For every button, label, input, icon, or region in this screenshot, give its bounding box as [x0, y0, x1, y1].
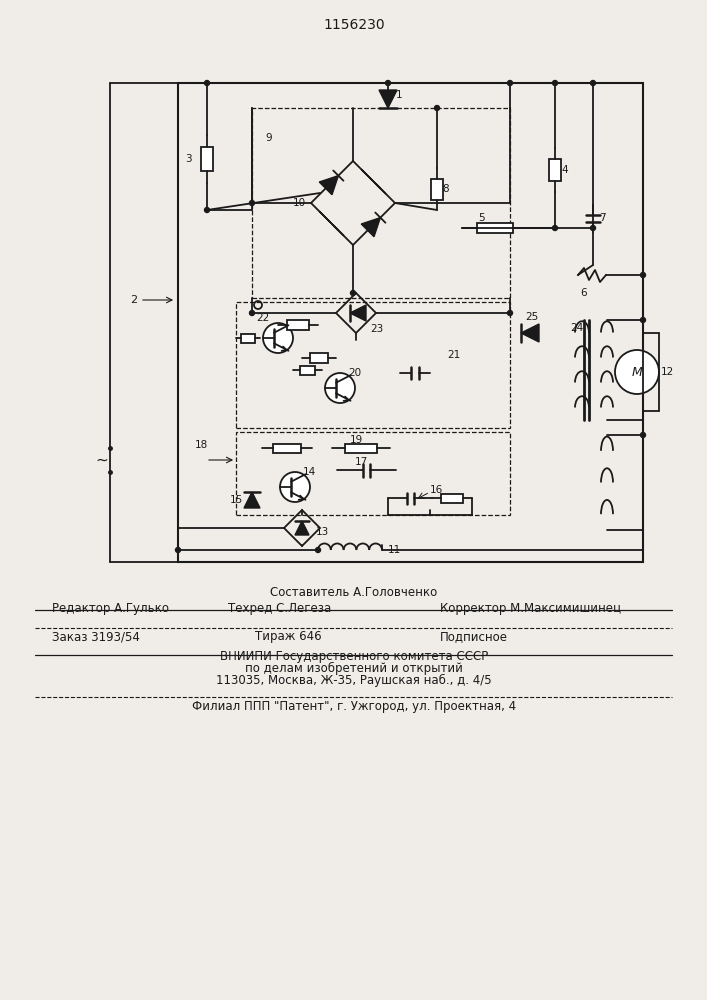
Bar: [178, 83, 643, 562]
Circle shape: [385, 81, 390, 86]
Circle shape: [250, 200, 255, 206]
Bar: [236, 302, 510, 428]
Bar: [201, 147, 213, 171]
Text: 10: 10: [293, 198, 306, 208]
Text: 18: 18: [195, 440, 209, 450]
Text: M: M: [631, 365, 643, 378]
Circle shape: [175, 548, 180, 552]
Text: Техред С.Легеза: Техред С.Легеза: [228, 602, 332, 615]
Circle shape: [325, 373, 355, 403]
Circle shape: [552, 226, 558, 231]
Text: 7: 7: [599, 213, 606, 223]
Text: 19: 19: [350, 435, 363, 445]
Polygon shape: [244, 492, 260, 508]
Text: 5: 5: [478, 213, 484, 223]
Bar: [300, 365, 315, 374]
Polygon shape: [320, 176, 339, 195]
Circle shape: [351, 290, 356, 296]
Circle shape: [641, 318, 645, 322]
Text: Редактор А.Гулько: Редактор А.Гулько: [52, 602, 169, 615]
Text: 23: 23: [370, 324, 383, 334]
Text: 6: 6: [580, 288, 587, 298]
Text: 1156230: 1156230: [323, 18, 385, 32]
Text: 2: 2: [130, 295, 137, 305]
Circle shape: [641, 432, 645, 438]
Polygon shape: [361, 169, 380, 188]
Text: 24: 24: [570, 323, 583, 333]
Text: ~: ~: [95, 452, 108, 468]
Circle shape: [641, 272, 645, 277]
Text: 22: 22: [256, 313, 269, 323]
Bar: [252, 108, 510, 298]
Text: 8: 8: [442, 184, 449, 194]
Circle shape: [615, 350, 659, 394]
Bar: [477, 223, 513, 233]
Bar: [441, 493, 463, 502]
Text: Заказ 3193/54: Заказ 3193/54: [52, 630, 140, 643]
Circle shape: [590, 226, 595, 231]
Bar: [273, 444, 300, 452]
Text: 25: 25: [525, 312, 538, 322]
Circle shape: [552, 81, 558, 86]
Polygon shape: [350, 305, 366, 321]
Circle shape: [250, 310, 255, 316]
Text: 13: 13: [316, 527, 329, 537]
Text: 20: 20: [348, 368, 361, 378]
Circle shape: [435, 105, 440, 110]
Text: Филиал ППП "Патент", г. Ужгород, ул. Проектная, 4: Филиал ППП "Патент", г. Ужгород, ул. Про…: [192, 700, 516, 713]
Circle shape: [315, 548, 320, 552]
Circle shape: [263, 323, 293, 353]
Text: 17: 17: [355, 457, 368, 467]
Text: 3: 3: [185, 154, 192, 164]
Circle shape: [508, 310, 513, 316]
Circle shape: [204, 81, 209, 86]
Text: ВНИИПИ Государственного комитета СССР: ВНИИПИ Государственного комитета СССР: [220, 650, 488, 663]
Text: 113035, Москва, Ж-35, Раушская наб., д. 4/5: 113035, Москва, Ж-35, Раушская наб., д. …: [216, 674, 492, 687]
Circle shape: [508, 81, 513, 86]
Polygon shape: [295, 521, 309, 535]
Text: Корректор М.Максимишинец: Корректор М.Максимишинец: [440, 602, 621, 615]
Circle shape: [590, 81, 595, 86]
Text: по делам изобретений и открытий: по делам изобретений и открытий: [245, 662, 463, 675]
Text: 14: 14: [303, 467, 316, 477]
Text: Составитель А.Головченко: Составитель А.Головченко: [270, 586, 438, 599]
Bar: [310, 353, 328, 363]
Polygon shape: [521, 324, 539, 342]
Polygon shape: [320, 211, 339, 230]
Bar: [236, 432, 510, 515]
Text: 21: 21: [447, 350, 460, 360]
Text: 11: 11: [388, 545, 402, 555]
Text: 9: 9: [265, 133, 271, 143]
Bar: [431, 178, 443, 200]
Bar: [241, 334, 255, 342]
Text: 15: 15: [230, 495, 243, 505]
Polygon shape: [361, 218, 380, 237]
Text: Тираж 646: Тираж 646: [255, 630, 322, 643]
Polygon shape: [379, 90, 397, 108]
Text: 1: 1: [396, 90, 402, 100]
Circle shape: [280, 472, 310, 502]
Text: Подписное: Подписное: [440, 630, 508, 643]
Bar: [345, 444, 377, 452]
Circle shape: [204, 208, 209, 213]
Bar: [287, 320, 309, 330]
Text: 12: 12: [661, 367, 674, 377]
Text: 16: 16: [430, 485, 443, 495]
Text: 4: 4: [561, 165, 568, 175]
Bar: [549, 159, 561, 181]
